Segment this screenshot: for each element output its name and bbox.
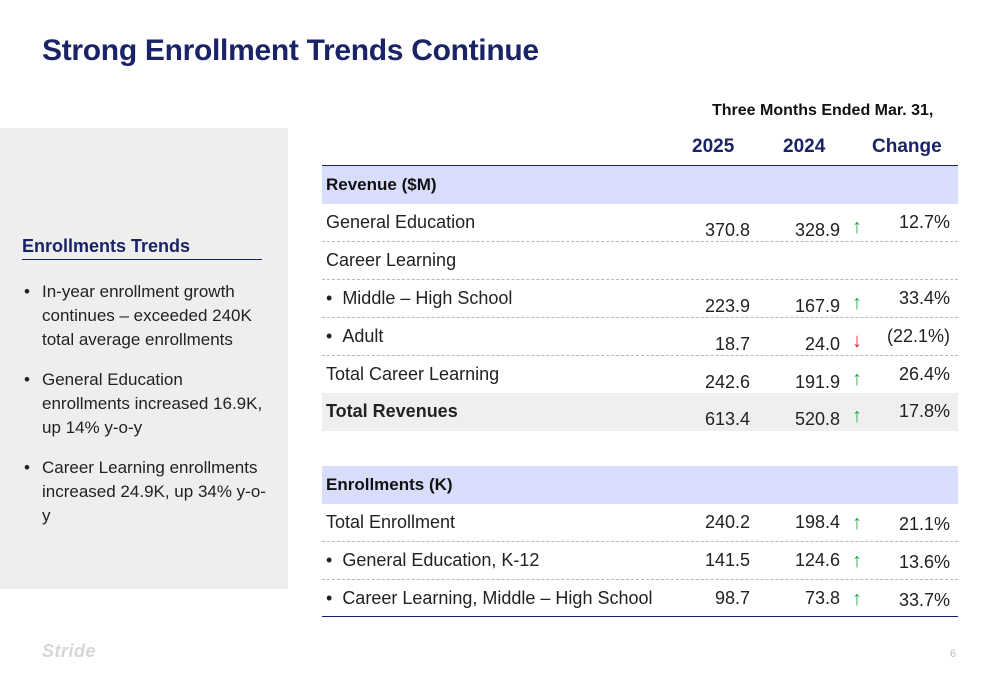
value-change: 33.7% bbox=[898, 590, 950, 610]
value-2025: 141.5 bbox=[704, 550, 750, 570]
up-arrow-icon: ↑ bbox=[852, 550, 862, 572]
row-label: Total Enrollment bbox=[326, 512, 456, 532]
bullet-icon: • bbox=[326, 288, 333, 308]
row-label: • Career Learning, Middle – High School bbox=[326, 588, 653, 609]
stride-logo: Stride bbox=[42, 641, 97, 661]
value-change: 33.4% bbox=[898, 288, 950, 308]
row-label: • General Education, K-12 bbox=[326, 550, 539, 571]
row-label-text: Career Learning, Middle – High School bbox=[342, 588, 653, 608]
value-change: 17.8% bbox=[898, 401, 950, 421]
value-change: 13.6% bbox=[898, 552, 950, 572]
value-change: (22.1%) bbox=[886, 326, 950, 346]
bullet-icon: • bbox=[326, 588, 333, 608]
row-label: • Middle – High School bbox=[326, 288, 512, 309]
sidebar-bullet: Career Learning enrollments increased 24… bbox=[22, 456, 272, 528]
value-2025: 223.9 bbox=[704, 296, 750, 316]
value-2024: 520.8 bbox=[794, 409, 840, 429]
up-arrow-icon: ↑ bbox=[852, 588, 862, 610]
value-2024: 124.6 bbox=[794, 550, 840, 570]
value-2024: 73.8 bbox=[804, 588, 840, 608]
row-label-text: Middle – High School bbox=[342, 288, 513, 308]
value-2025: 242.6 bbox=[704, 372, 750, 392]
slide-title: Strong Enrollment Trends Continue bbox=[42, 34, 539, 67]
table-row: Total Enrollment 240.2 198.4 ↑ 21.1% bbox=[322, 504, 958, 542]
period-header: Three Months Ended Mar. 31, bbox=[712, 102, 934, 119]
value-2024: 24.0 bbox=[804, 334, 840, 354]
row-label-text: General Education, K-12 bbox=[342, 550, 540, 570]
value-change: 26.4% bbox=[898, 364, 950, 384]
row-label: General Education bbox=[326, 212, 476, 232]
table-row: • General Education, K-12 141.5 124.6 ↑ 1… bbox=[322, 542, 958, 580]
enrollments-section-header: Enrollments (K) bbox=[322, 466, 958, 504]
row-label-text: Adult bbox=[342, 326, 384, 346]
page-number: 6 bbox=[950, 648, 957, 660]
sidebar-bullet: In-year enrollment growth continues – ex… bbox=[22, 280, 272, 352]
row-label: Total Career Learning bbox=[326, 364, 500, 384]
row-label: Career Learning bbox=[326, 250, 457, 270]
value-2025: 370.8 bbox=[704, 220, 750, 240]
bullet-icon: • bbox=[326, 326, 333, 346]
table-row: Total Career Learning 242.6 191.9 ↑ 26.4… bbox=[322, 356, 958, 394]
up-arrow-icon: ↑ bbox=[852, 216, 862, 238]
table-row: • Career Learning, Middle – High School 9… bbox=[322, 580, 958, 618]
row-label: • Adult bbox=[326, 326, 383, 347]
column-header-change: Change bbox=[872, 136, 942, 157]
value-2025: 240.2 bbox=[704, 512, 750, 532]
table-row: Career Learning bbox=[322, 242, 958, 280]
revenue-section-header: Revenue ($M) bbox=[322, 166, 958, 204]
up-arrow-icon: ↑ bbox=[852, 405, 862, 427]
table-bottom-rule bbox=[322, 616, 958, 617]
value-change: 12.7% bbox=[898, 212, 950, 232]
value-2025: 98.7 bbox=[714, 588, 750, 608]
table-row: General Education 370.8 328.9 ↑ 12.7% bbox=[322, 204, 958, 242]
up-arrow-icon: ↑ bbox=[852, 368, 862, 390]
header-rule bbox=[322, 165, 958, 166]
down-arrow-icon: ↓ bbox=[852, 330, 862, 352]
column-header-2025: 2025 bbox=[692, 136, 735, 157]
up-arrow-icon: ↑ bbox=[852, 512, 862, 534]
value-2024: 191.9 bbox=[794, 372, 840, 392]
value-2024: 328.9 bbox=[794, 220, 840, 240]
table-row-total: Total Revenues 613.4 520.8 ↑ 17.8% bbox=[322, 393, 958, 431]
sidebar-heading: Enrollments Trends bbox=[22, 236, 262, 260]
value-2024: 198.4 bbox=[794, 512, 840, 532]
row-label: Total Revenues bbox=[326, 401, 458, 421]
sidebar-bullet-list: In-year enrollment growth continues – ex… bbox=[22, 280, 272, 544]
bullet-icon: • bbox=[326, 550, 333, 570]
value-2024: 167.9 bbox=[794, 296, 840, 316]
value-change: 21.1% bbox=[898, 514, 950, 534]
table-row: • Middle – High School 223.9 167.9 ↑ 33.4… bbox=[322, 280, 958, 318]
value-2025: 18.7 bbox=[714, 334, 750, 354]
up-arrow-icon: ↑ bbox=[852, 292, 862, 314]
value-2025: 613.4 bbox=[704, 409, 750, 429]
column-header-2024: 2024 bbox=[783, 136, 826, 157]
table-row: • Adult 18.7 24.0 ↓ (22.1%) bbox=[322, 318, 958, 356]
sidebar-bullet: General Education enrollments increased … bbox=[22, 368, 272, 440]
